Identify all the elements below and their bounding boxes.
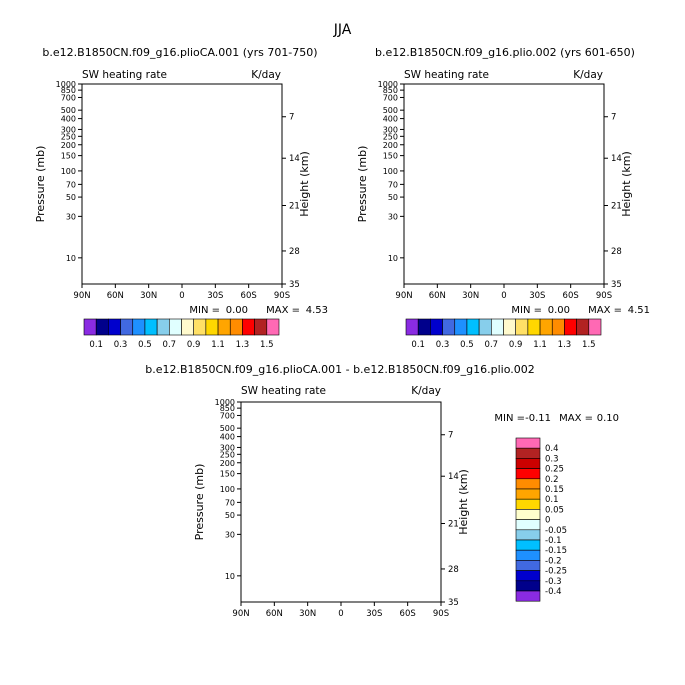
stats-max-top-left: 4.53 [306, 305, 328, 316]
panel-left-label-top-right: SW heating rate [404, 69, 489, 81]
stats-max-top-right: 4.51 [628, 305, 650, 316]
stats-max-label-top-right: MAX = [588, 305, 622, 316]
stats-max-label-bottom: MAX = [559, 413, 593, 424]
stats-min-top-left: 0.00 [226, 305, 248, 316]
plot-background-top-left [82, 84, 282, 284]
panel-units-top-right: K/day [573, 69, 603, 81]
panel-title-top-left: b.e12.B1850CN.f09_g16.plioCA.001 (yrs 70… [42, 46, 317, 59]
stats-max-label-top-left: MAX = [266, 305, 300, 316]
panel-left-label-bottom: SW heating rate [241, 385, 326, 397]
panel-title-bottom: b.e12.B1850CN.f09_g16.plioCA.001 - b.e12… [145, 363, 534, 376]
panel-units-bottom: K/day [411, 385, 441, 397]
season-title: JJA [333, 22, 352, 38]
stats-min-label-bottom: MIN = [494, 413, 525, 424]
stats-min-bottom: -0.11 [525, 413, 551, 424]
panel-title-top-right: b.e12.B1850CN.f09_g16.plio.002 (yrs 601-… [375, 46, 635, 59]
stats-max-bottom: 0.10 [597, 413, 619, 424]
stats-min-label-top-left: MIN = [189, 305, 220, 316]
stats-min-label-top-right: MIN = [511, 305, 542, 316]
plot-area-top-left [82, 84, 282, 284]
stats-min-top-right: 0.00 [548, 305, 570, 316]
panel-left-label-top-left: SW heating rate [82, 69, 167, 81]
panel-units-top-left: K/day [251, 69, 281, 81]
